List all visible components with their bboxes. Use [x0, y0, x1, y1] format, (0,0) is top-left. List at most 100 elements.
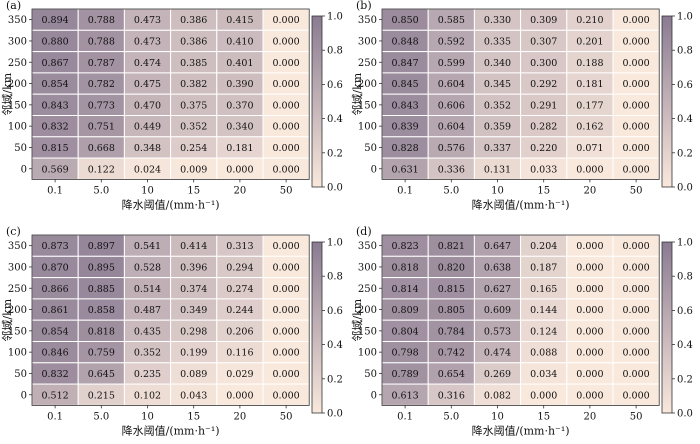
cell-value-label: 0.870: [41, 262, 68, 273]
colorbar-tick-label: 0.4: [327, 340, 343, 351]
cell-value-label: 0.000: [272, 15, 299, 26]
cell-value-label: 0.845: [391, 79, 418, 90]
cell-value-label: 0.000: [622, 326, 649, 337]
y-tick-label: 100: [8, 122, 27, 133]
cell-value-label: 0.000: [272, 36, 299, 47]
cell-value-label: 0.102: [134, 390, 161, 401]
cell-value-label: 0.839: [391, 122, 418, 133]
cell-value-label: 0.000: [576, 284, 603, 295]
y-tick-label: 300: [358, 36, 377, 47]
cell-value-label: 0.606: [438, 100, 465, 111]
cell-value-label: 0.089: [180, 369, 207, 380]
cell-value-label: 0.613: [391, 390, 418, 401]
colorbar-tick-label: 0.2: [327, 148, 343, 159]
cell-value-label: 0.000: [272, 100, 299, 111]
x-tick-label: 20: [584, 185, 597, 196]
cell-value-label: 0.199: [180, 348, 207, 359]
cell-value-label: 0.000: [576, 305, 603, 316]
colorbar-tick-label: 0.2: [327, 374, 343, 385]
cell-value-label: 0.370: [226, 100, 253, 111]
cell-value-label: 0.000: [622, 164, 649, 175]
cell-value-label: 0.131: [484, 164, 511, 175]
cell-value-label: 0.820: [438, 262, 465, 273]
y-tick-label: 200: [8, 305, 27, 316]
cell-value-label: 0.382: [180, 79, 207, 90]
cell-value-label: 0.235: [134, 369, 161, 380]
heatmap-panel-4: (d) 0.823 0.821 0.647 0.204 0.000 0.000 0.818 0.…: [351, 225, 693, 437]
y-tick-label: 200: [358, 305, 377, 316]
cell-value-label: 0.604: [438, 122, 465, 133]
cell-value-label: 0.000: [272, 79, 299, 90]
cell-value-label: 0.313: [226, 241, 253, 252]
x-tick-label: 20: [234, 185, 247, 196]
x-axis-title: 降水阈值/(mm·h⁻¹): [122, 197, 220, 211]
cell-value-label: 0.415: [226, 15, 253, 26]
cell-value-label: 0.000: [272, 305, 299, 316]
cell-value-label: 0.345: [484, 79, 511, 90]
colorbar-tick-label: 0.6: [677, 306, 693, 317]
cell-value-label: 0.809: [391, 305, 418, 316]
cell-value-label: 0.024: [134, 164, 161, 175]
colorbar-tick-label: 0.2: [677, 148, 693, 159]
colorbar-tick-label: 0.0: [677, 409, 693, 420]
cell-value-label: 0.088: [530, 348, 557, 359]
y-tick-label: 100: [358, 122, 377, 133]
cell-value-label: 0.782: [88, 79, 115, 90]
x-axis-title: 降水阈值/(mm·h⁻¹): [122, 423, 220, 437]
cell-value-label: 0.787: [88, 58, 115, 69]
y-tick-label: 250: [8, 284, 27, 295]
cell-value-label: 0.475: [134, 79, 161, 90]
cell-value-label: 0.000: [576, 262, 603, 273]
colorbar: [661, 241, 673, 414]
cell-value-label: 0.282: [530, 122, 557, 133]
cell-value-label: 0.000: [272, 58, 299, 69]
cell-value-label: 0.000: [530, 390, 557, 401]
cell-value-label: 0.000: [622, 122, 649, 133]
x-tick-label: 0.1: [397, 411, 413, 422]
cell-value-label: 0.337: [484, 143, 511, 154]
cell-value-label: 0.375: [180, 100, 207, 111]
cell-value-label: 0.832: [41, 369, 68, 380]
y-tick-label: 350: [358, 241, 377, 252]
cell-value-label: 0.386: [180, 36, 207, 47]
cell-value-label: 0.162: [576, 122, 603, 133]
y-tick-label: 250: [358, 58, 377, 69]
y-tick-label: 350: [358, 15, 377, 26]
colorbar-tick-label: 0.4: [677, 114, 693, 125]
cell-value-label: 0.818: [391, 262, 418, 273]
cell-value-label: 0.798: [391, 348, 418, 359]
cell-value-label: 0.873: [41, 241, 68, 252]
colorbar-tick-label: 1.0: [327, 238, 343, 249]
cell-value-label: 0.861: [41, 305, 68, 316]
y-tick-label: 200: [358, 79, 377, 90]
cell-value-label: 0.000: [622, 36, 649, 47]
cell-value-label: 0.352: [484, 100, 511, 111]
y-tick-label: 300: [8, 36, 27, 47]
cell-value-label: 0.805: [438, 305, 465, 316]
cell-value-label: 0.165: [530, 284, 557, 295]
cell-value-label: 0.298: [180, 326, 207, 337]
y-tick-label: 150: [358, 326, 377, 337]
cell-value-label: 0.569: [41, 164, 68, 175]
cell-value-label: 0.645: [88, 369, 115, 380]
cell-value-label: 0.000: [226, 164, 253, 175]
cell-value-label: 0.359: [484, 122, 511, 133]
cell-value-label: 0.000: [622, 262, 649, 273]
cell-value-label: 0.215: [88, 390, 115, 401]
cell-value-label: 0.188: [576, 58, 603, 69]
cell-value-label: 0.788: [88, 15, 115, 26]
cell-value-label: 0.897: [88, 241, 115, 252]
cell-value-label: 0.000: [622, 390, 649, 401]
cell-value-label: 0.759: [88, 348, 115, 359]
cell-value-label: 0.177: [576, 100, 603, 111]
plot-frame: [31, 234, 310, 406]
cell-value-label: 0.335: [484, 36, 511, 47]
cell-value-label: 0.082: [484, 390, 511, 401]
cell-value-label: 0.000: [272, 348, 299, 359]
x-tick-label: 50: [280, 185, 293, 196]
cell-value-label: 0.000: [272, 122, 299, 133]
cell-value-label: 0.029: [226, 369, 253, 380]
y-tick-label: 0: [21, 390, 27, 401]
